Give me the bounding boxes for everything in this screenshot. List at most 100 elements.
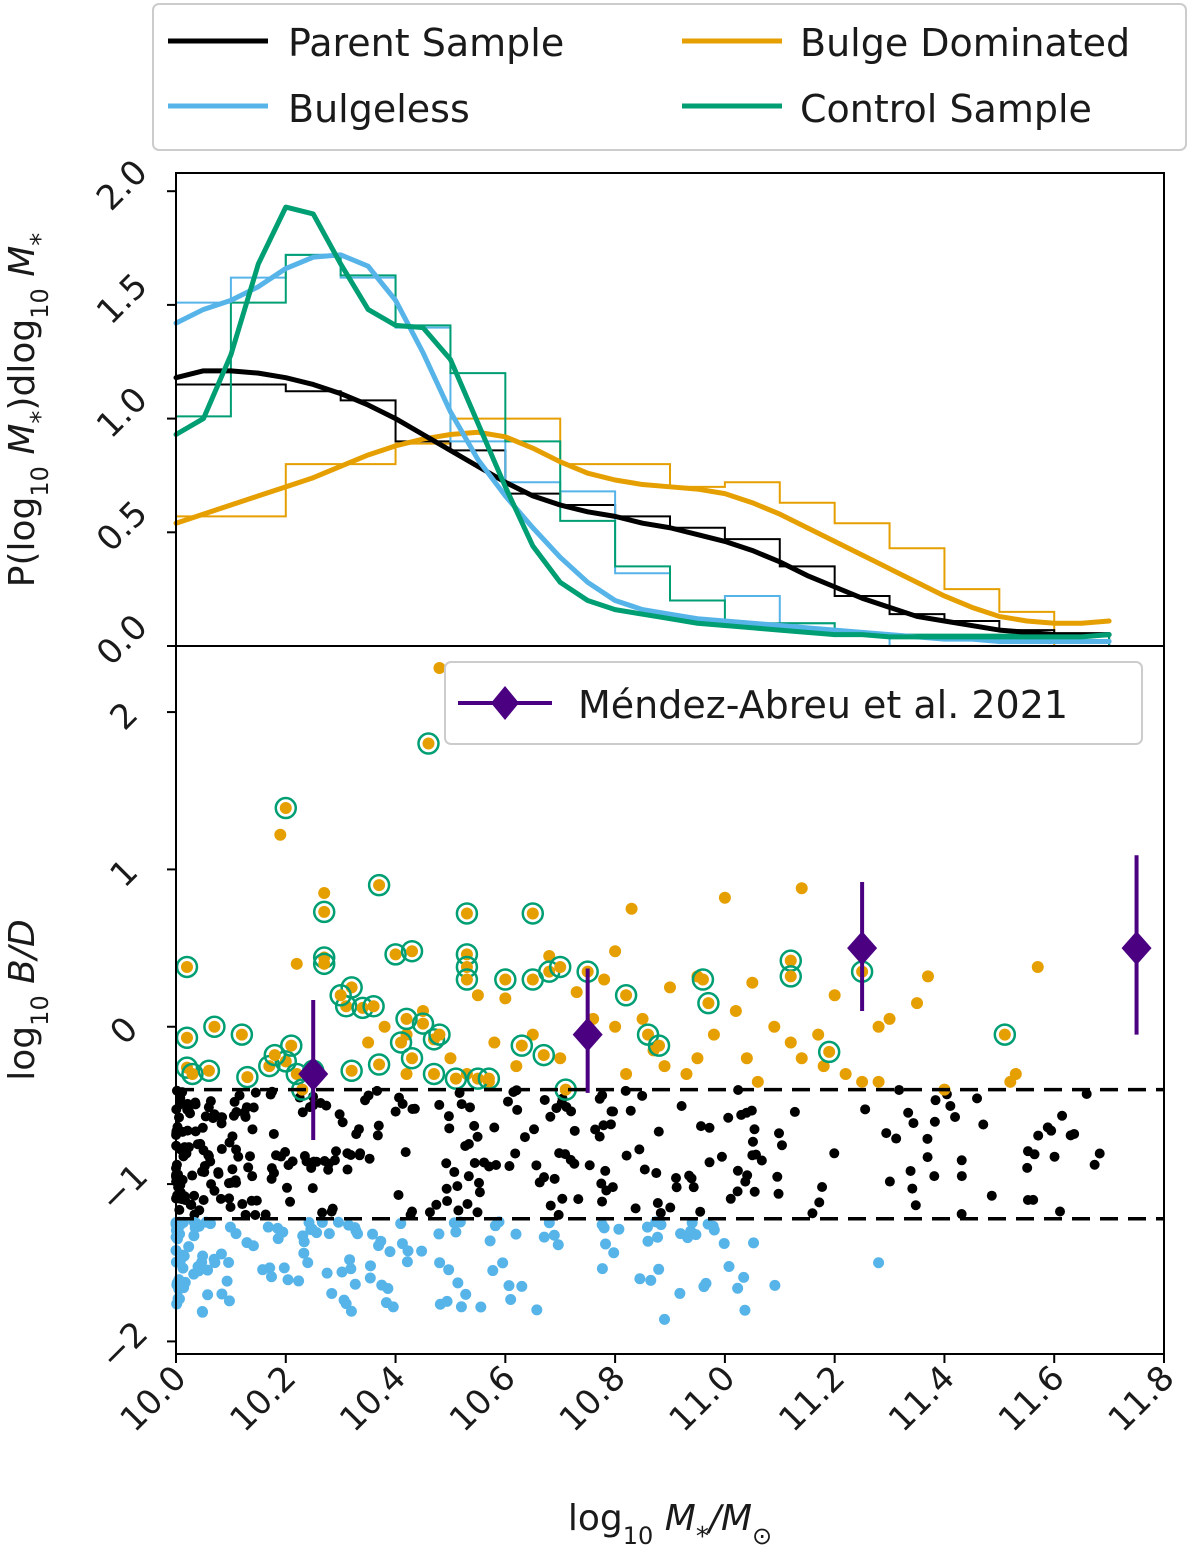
bulge-point [872,1075,885,1088]
bulgeless-point [443,1264,455,1276]
parent-point [671,1172,682,1183]
parent-point [910,1200,921,1211]
parent-point [355,1148,366,1159]
bulgeless-point [349,1278,361,1290]
parent-point [956,1171,967,1182]
bulgeless-point [510,1228,522,1240]
control-point-core [340,1000,353,1013]
parent-point [360,1095,371,1106]
parent-point [554,1148,565,1159]
bulgeless-point [332,1216,344,1228]
bulgeless-point [302,1257,314,1269]
bulgeless-point [183,1241,195,1253]
legend-label-parent: Parent Sample [288,21,564,65]
parent-point [653,1126,664,1137]
parent-point [452,1181,463,1192]
bulgeless-point [171,1233,183,1245]
bulgeless-point [298,1247,310,1259]
x-tick-label: 11.8 [1101,1358,1183,1440]
x-tick-label: 10.6 [442,1358,524,1440]
parent-point [905,1165,916,1176]
parent-point [652,1198,663,1209]
control-point-core [554,960,567,973]
parent-point [732,1165,743,1176]
parent-point [442,1196,453,1207]
control-point-core [417,1017,429,1030]
control-point-ring [444,1067,468,1090]
parent-point [696,1121,707,1132]
control-point-core [235,1028,248,1041]
bulgeless-point [433,1228,445,1240]
bottom-y-tick-label: 1 [102,852,146,896]
bottom-y-tick-label: −2 [92,1314,156,1378]
bulgeless-point [516,1280,528,1292]
kde-bulgeless [173,252,1112,644]
bulge-point [718,891,731,904]
bulgeless-point [278,1262,290,1274]
bulgeless-point [352,1228,364,1240]
bulge-point [746,976,759,989]
bottom-panel-frame [175,645,1165,1355]
control-point-core [526,973,539,986]
parent-point [539,1094,550,1105]
parent-point [326,1206,337,1217]
parent-point [655,1207,666,1218]
parent-point [192,1139,203,1150]
parent-point [829,1148,840,1159]
bulgeless-point [596,1263,608,1275]
control-point-ring [312,900,336,924]
parent-point [903,1107,914,1118]
parent-point [189,1190,200,1201]
control-point-core [427,1067,440,1080]
top-y-axis-label: P(log10 M*)dlog10 M* [2,233,56,588]
parent-point [605,1119,616,1130]
bulge-point [883,1012,896,1025]
control-point-core [208,1020,221,1033]
bulge-point [526,1028,539,1041]
parent-point [390,1106,401,1117]
parent-point [573,1194,584,1205]
parent-point [557,1193,568,1204]
control-point-ring [395,1007,418,1031]
control-point-ring [647,1034,671,1057]
bulgeless-point [321,1267,333,1279]
bulgeless-point [298,1236,310,1248]
bulgeless-point [460,1288,472,1300]
parent-point [584,1160,595,1171]
parent-point [472,1207,483,1218]
bulgeless-point [613,1223,625,1235]
mendez-abreu-points [298,855,1152,1141]
bulge-point [598,973,611,986]
mendez-marker [298,1056,329,1091]
parent-point [441,1183,452,1194]
bulgeless-point [484,1235,496,1247]
legend-label-bulge: Bulge Dominated [800,21,1130,65]
control-point-core [449,1072,462,1085]
parent-point [342,1148,353,1159]
parent-point [723,1112,734,1123]
parent-point [695,1206,706,1217]
main-legend-frame [152,3,1187,151]
parent-point [651,1168,662,1179]
parent-point [671,1182,682,1193]
x-tick-label: 11.6 [991,1358,1073,1440]
bulgeless-point [247,1240,259,1252]
parent-point [491,1159,502,1170]
bulgeless-point [434,1298,446,1310]
parent-point [190,1126,201,1137]
control-point-core [400,1012,413,1025]
parent-point [569,1125,580,1136]
bulgeless-point [367,1228,379,1240]
parent-point [688,1182,699,1193]
parent-point [502,1096,513,1107]
parent-point [1081,1088,1092,1099]
parent-point [266,1173,277,1184]
parent-point [400,1147,411,1158]
control-point-ring [455,902,479,925]
parent-point [243,1162,254,1173]
parent-point [704,1122,715,1133]
bulge-point [609,945,622,958]
parent-point [244,1151,255,1162]
control-point-ring [993,1023,1017,1046]
